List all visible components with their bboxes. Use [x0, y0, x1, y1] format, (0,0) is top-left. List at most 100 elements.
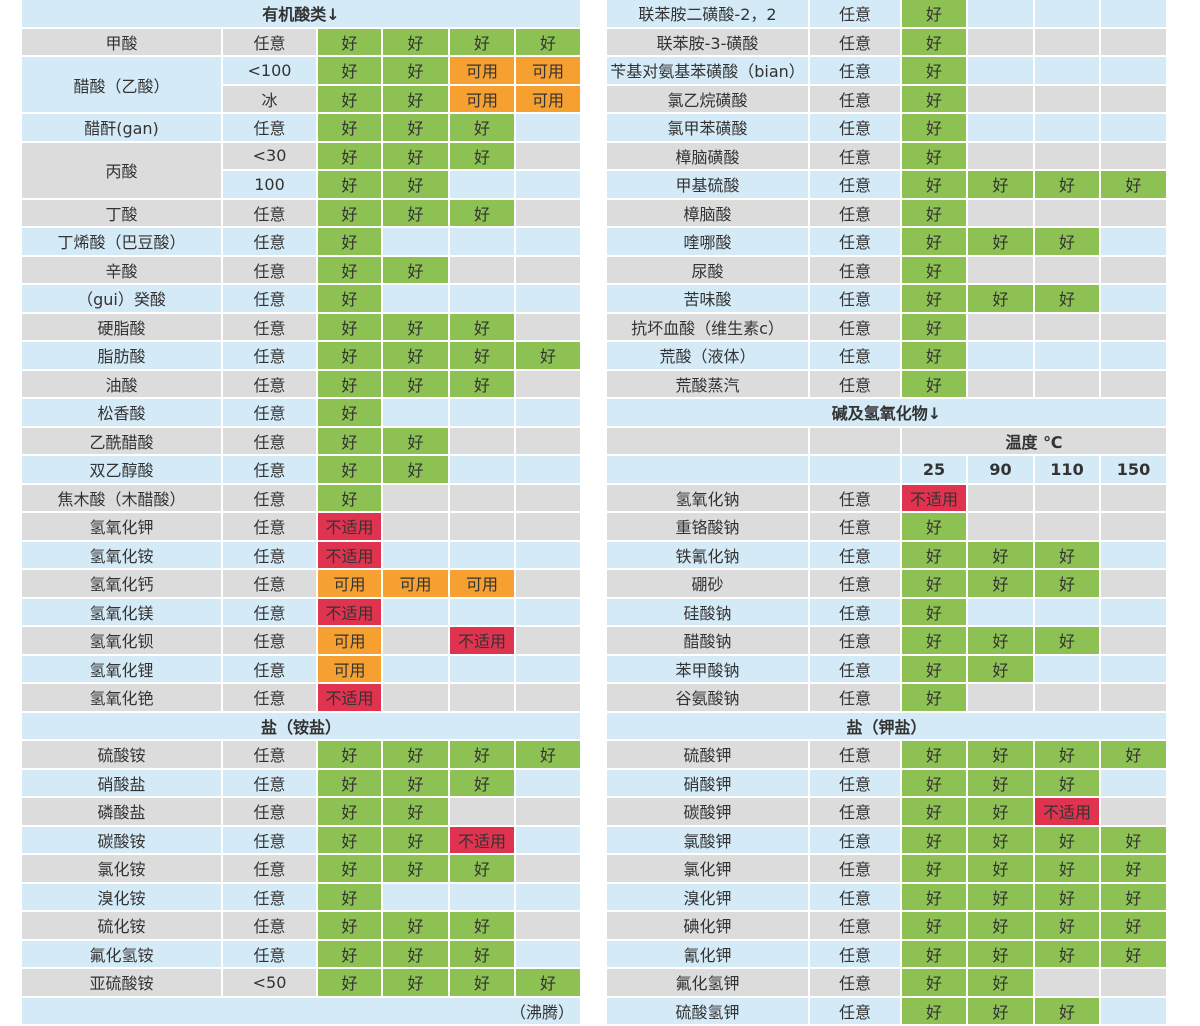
chemical-name: 甲酸: [22, 28, 221, 55]
chemical-name: 氯甲苯磺酸: [607, 114, 808, 141]
empty-cell: [607, 456, 808, 483]
rating-cell: 好: [902, 798, 966, 825]
rating-cell: 好: [968, 570, 1033, 597]
rating-cell: 好: [968, 228, 1033, 255]
rating-cell: 好: [318, 912, 381, 939]
concentration: 任意: [223, 28, 316, 55]
chemical-name: 丁酸: [22, 199, 221, 226]
rating-cell: 好: [1101, 826, 1166, 853]
concentration: 任意: [810, 484, 900, 511]
chemical-name: 醋酐(gan): [22, 114, 221, 141]
chemical-name: 松香酸: [22, 399, 221, 426]
rating-cell: 好: [902, 285, 966, 312]
rating-cell: 好: [968, 769, 1033, 796]
rating-cell: 好: [902, 769, 966, 796]
rating-cell: 好: [318, 114, 381, 141]
concentration: 任意: [810, 313, 900, 340]
empty-cell: [968, 684, 1033, 711]
rating-cell: 好: [902, 370, 966, 397]
rating-cell: 好: [450, 969, 514, 996]
empty-cell: [516, 598, 580, 625]
empty-cell: [516, 798, 580, 825]
temperature-column-header: 110: [1035, 456, 1099, 483]
empty-cell: [450, 171, 514, 198]
concentration: 任意: [810, 912, 900, 939]
empty-cell: [968, 370, 1033, 397]
chemical-name: 氟化氢铵: [22, 940, 221, 967]
concentration: 任意: [810, 285, 900, 312]
rating-cell: 好: [318, 826, 381, 853]
empty-cell: [516, 313, 580, 340]
rating-cell: 好: [383, 57, 448, 84]
empty-cell: [383, 541, 448, 568]
empty-cell: [1101, 0, 1166, 27]
compatibility-table-right: 联苯胺二磺酸-2，2 任意好联苯胺-3-磺酸 任意好苄基对氨基苯磺酸（bian） 任意…: [607, 0, 1166, 1024]
empty-cell: [1035, 598, 1099, 625]
empty-cell: [1101, 85, 1166, 112]
empty-cell: [450, 598, 514, 625]
rating-cell: 好: [318, 940, 381, 967]
empty-cell: [607, 427, 808, 454]
empty-cell: [1101, 142, 1166, 169]
rating-cell: 好: [318, 741, 381, 768]
empty-cell: [516, 513, 580, 540]
rating-cell: 好: [902, 313, 966, 340]
empty-cell: [1035, 313, 1099, 340]
concentration: 100: [223, 171, 316, 198]
concentration: 任意: [810, 370, 900, 397]
rating-cell: 不适用: [450, 627, 514, 654]
rating-cell: 好: [318, 399, 381, 426]
concentration: 任意: [223, 285, 316, 312]
rating-cell: 好: [383, 342, 448, 369]
rating-cell: 好: [383, 855, 448, 882]
rating-cell: 好: [1035, 940, 1099, 967]
chemical-name: 氯酸钾: [607, 826, 808, 853]
section-header: 盐（钾盐）: [607, 712, 1166, 739]
concentration: 任意: [810, 142, 900, 169]
empty-cell: [968, 199, 1033, 226]
concentration: 任意: [223, 826, 316, 853]
empty-cell: [516, 399, 580, 426]
empty-cell: [1035, 256, 1099, 283]
chemical-name: 脂肪酸: [22, 342, 221, 369]
concentration: 任意: [223, 513, 316, 540]
empty-cell: [1035, 114, 1099, 141]
chemical-name: 硝酸盐: [22, 769, 221, 796]
empty-cell: [516, 285, 580, 312]
rating-cell: 好: [902, 228, 966, 255]
rating-cell: 好: [383, 171, 448, 198]
concentration: 任意: [223, 342, 316, 369]
empty-cell: [968, 313, 1033, 340]
empty-cell: [516, 912, 580, 939]
empty-cell: [383, 399, 448, 426]
rating-cell: 好: [902, 513, 966, 540]
empty-cell: [516, 142, 580, 169]
temperature-column-header: 90: [968, 456, 1033, 483]
rating-cell: 好: [902, 114, 966, 141]
chemical-name: 荒酸（液体）: [607, 342, 808, 369]
empty-cell: [516, 427, 580, 454]
rating-cell: 好: [318, 883, 381, 910]
rating-cell: 好: [968, 997, 1033, 1024]
rating-cell: 好: [383, 313, 448, 340]
empty-cell: [516, 370, 580, 397]
rating-cell: 好: [318, 28, 381, 55]
chemical-name: 荒酸蒸汽: [607, 370, 808, 397]
compatibility-table-left: 有机酸类↓ 甲酸 任意好好好好醋酸（乙酸） <100 好好可用 可用冰好好可用 可用 醋酐(g…: [22, 0, 580, 1024]
chemical-name: 丁烯酸（巴豆酸）: [22, 228, 221, 255]
rating-cell: 可用: [383, 570, 448, 597]
rating-cell: 好: [968, 855, 1033, 882]
chemical-name: 氢氧化锂: [22, 655, 221, 682]
rating-cell: 好: [968, 798, 1033, 825]
chemical-name: 氯乙烷磺酸: [607, 85, 808, 112]
concentration: 任意: [223, 655, 316, 682]
concentration: 任意: [810, 855, 900, 882]
rating-cell: 好: [318, 456, 381, 483]
rating-cell: 可用: [450, 85, 514, 112]
chemical-name: 醋酸钠: [607, 627, 808, 654]
rating-cell: 好: [318, 142, 381, 169]
empty-cell: [968, 256, 1033, 283]
rating-cell: 好: [318, 256, 381, 283]
empty-cell: [383, 513, 448, 540]
rating-cell: 好: [968, 969, 1033, 996]
